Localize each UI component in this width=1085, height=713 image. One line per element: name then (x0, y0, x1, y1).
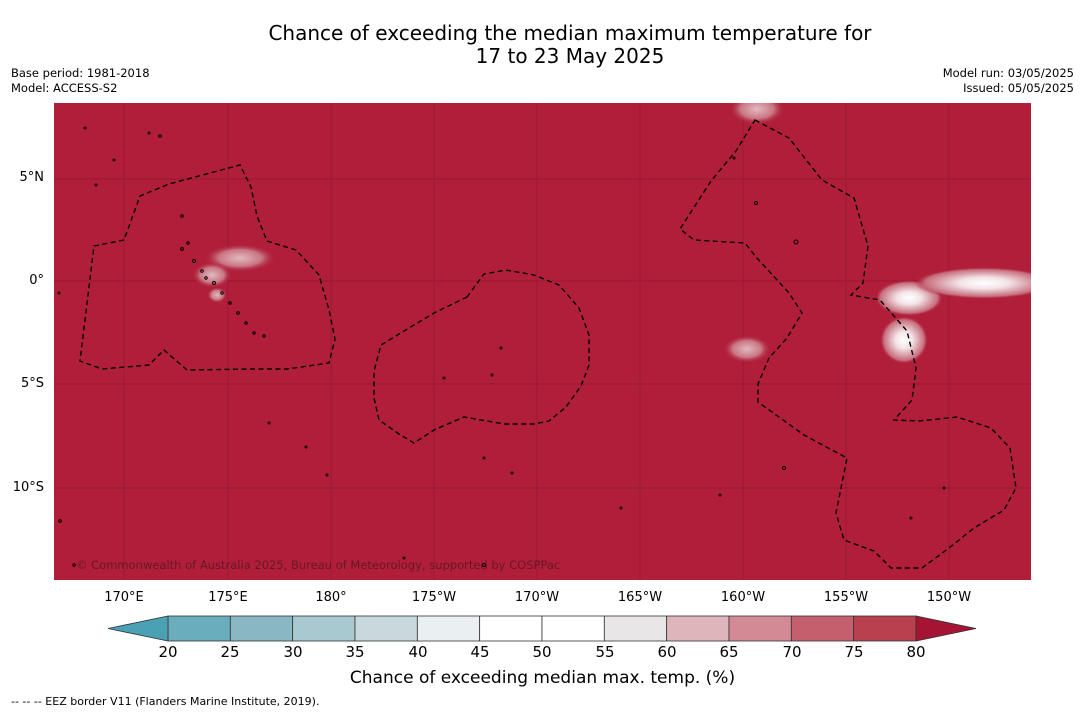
base-period: Base period: 1981-2018 (11, 66, 150, 80)
colorbar-cell (666, 615, 730, 642)
colorbar-tick: 25 (220, 643, 240, 661)
colorbar-tick: 35 (345, 643, 365, 661)
lon-label-160w: 160°W (720, 590, 766, 605)
colorbar-cell (229, 615, 294, 642)
lon-label-175e: 175°E (208, 590, 248, 605)
colorbar-tick: 20 (158, 643, 178, 661)
lon-label-155w: 155°W (823, 590, 869, 605)
colorbar-cell (541, 615, 605, 642)
map-svg (54, 103, 1031, 580)
lon-label-165w: 165°W (617, 590, 663, 605)
colorbar-cell (167, 615, 231, 642)
issued-date: Issued: 05/05/2025 (963, 80, 1074, 95)
colorbar-tick: 65 (719, 643, 739, 661)
colorbar-under-arrow (108, 615, 169, 642)
lon-label-175w: 175°W (411, 590, 457, 605)
colorbar-cell (354, 615, 418, 642)
colorbar-cells (167, 615, 917, 642)
colorbar-tick: 50 (532, 643, 552, 661)
colorbar-cell (479, 615, 543, 642)
colorbar-tick: 40 (408, 643, 428, 661)
map-title: Chance of exceeding the median maximum t… (0, 22, 1085, 68)
colorbar-tick: 80 (906, 643, 926, 661)
colorbar-cell (292, 615, 356, 642)
colorbar-cell (853, 615, 917, 642)
map-background (54, 103, 1031, 580)
colorbar-cell (728, 615, 792, 642)
colorbar-tick: 55 (595, 643, 615, 661)
colorbar-tick: 30 (283, 643, 303, 661)
title-line-1: Chance of exceeding the median maximum t… (268, 21, 872, 45)
model-run: Model run: 03/05/2025 (942, 66, 1074, 80)
map-panel: © Commonwealth of Australia 2025, Bureau… (54, 103, 1031, 580)
lon-label-180: 180° (315, 590, 347, 605)
meta-left: Base period: 1981-2018 Model: ACCESS-S2 (11, 66, 150, 95)
colorbar-cell (603, 615, 668, 642)
colorbar-tick: 70 (782, 643, 802, 661)
lon-label-170w: 170°W (514, 590, 560, 605)
colorbar-tick: 45 (470, 643, 490, 661)
meta-right: Model run: 03/05/2025 Issued: 05/05/2025 (943, 66, 1074, 95)
anomaly-patches (192, 103, 1031, 364)
colorbar-cell (790, 615, 855, 642)
lon-label-170e: 170°E (104, 590, 144, 605)
lat-label-0: 0° (29, 273, 44, 288)
lat-label-10s: 10°S (12, 480, 44, 495)
model-name: Model: ACCESS-S2 (11, 80, 118, 95)
colorbar (108, 615, 977, 642)
eez-footnote: -- -- -- EEZ border V11 (Flanders Marine… (11, 695, 320, 708)
eez-borders (79, 119, 1017, 569)
island-dots (57, 126, 946, 567)
lat-label-5s: 5°S (20, 376, 44, 391)
colorbar-over-arrow (915, 615, 977, 642)
colorbar-cell (416, 615, 481, 642)
colorbar-label: Chance of exceeding median max. temp. (%… (349, 668, 736, 688)
colorbar-tick: 60 (657, 643, 677, 661)
title-line-2: 17 to 23 May 2025 (475, 44, 665, 68)
colorbar-tick: 75 (844, 643, 864, 661)
copyright-text: © Commonwealth of Australia 2025, Bureau… (76, 558, 561, 572)
lon-label-150w: 150°W (926, 590, 972, 605)
lat-label-5n: 5°N (19, 170, 45, 185)
